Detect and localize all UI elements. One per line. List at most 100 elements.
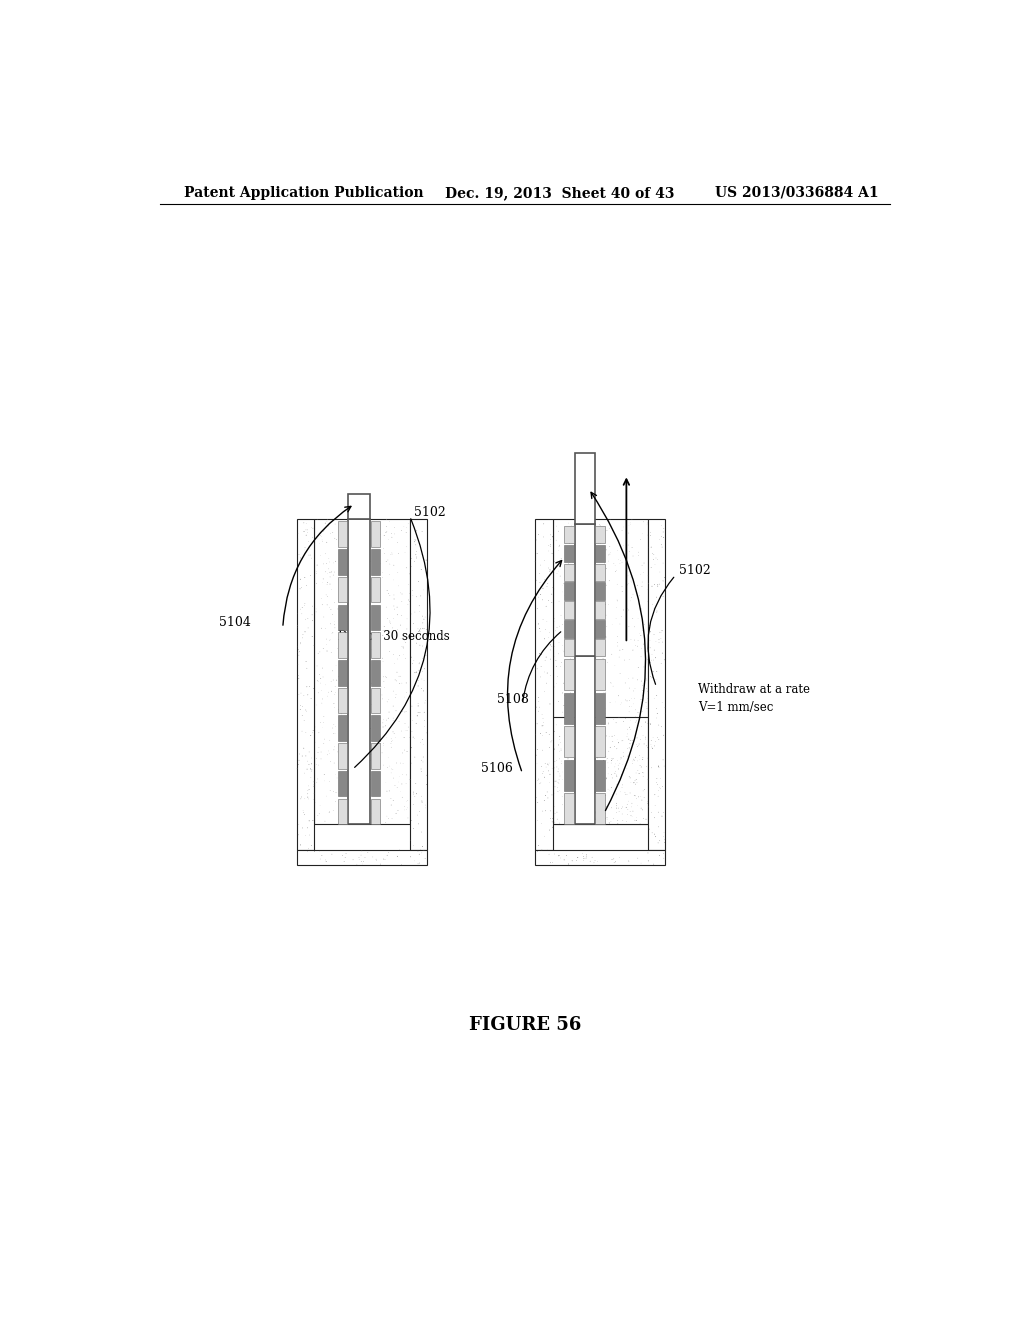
Point	[402, 846, 419, 867]
Point	[383, 788, 399, 809]
Point	[412, 635, 428, 656]
Point	[549, 756, 565, 777]
Point	[290, 824, 306, 845]
Point	[331, 569, 347, 590]
Point	[346, 546, 362, 568]
Point	[412, 851, 428, 873]
Point	[588, 791, 604, 812]
Point	[555, 640, 571, 661]
Point	[574, 516, 591, 537]
Point	[395, 752, 412, 774]
Point	[648, 685, 665, 706]
Point	[541, 557, 557, 578]
Point	[406, 614, 422, 635]
Point	[378, 667, 394, 688]
Point	[321, 681, 337, 702]
Point	[577, 797, 593, 818]
Point	[653, 525, 670, 546]
Point	[365, 680, 381, 701]
Point	[330, 809, 346, 830]
Point	[379, 780, 395, 801]
Point	[615, 535, 632, 556]
Point	[353, 750, 370, 771]
Point	[292, 834, 308, 855]
Point	[583, 800, 599, 821]
Point	[581, 800, 597, 821]
Point	[579, 709, 595, 730]
Point	[580, 672, 596, 693]
Point	[346, 644, 362, 665]
Point	[588, 764, 604, 785]
Point	[298, 701, 314, 722]
Point	[343, 564, 359, 585]
Point	[614, 809, 631, 830]
Point	[326, 723, 342, 744]
Point	[406, 627, 422, 648]
Point	[626, 750, 642, 771]
Bar	[297, 850, 427, 865]
Point	[298, 519, 314, 540]
Point	[580, 763, 596, 784]
Point	[372, 733, 388, 754]
Point	[578, 705, 594, 726]
Point	[546, 738, 562, 759]
Point	[609, 774, 626, 795]
Point	[311, 533, 328, 554]
Point	[632, 729, 648, 750]
Point	[550, 734, 566, 755]
Point	[615, 711, 632, 733]
Point	[364, 639, 380, 660]
Point	[352, 726, 369, 747]
Point	[529, 543, 546, 564]
Point	[603, 752, 620, 774]
Point	[339, 744, 355, 766]
Point	[336, 750, 352, 771]
Point	[351, 606, 368, 627]
Point	[388, 684, 404, 705]
Point	[342, 511, 358, 532]
Point	[410, 841, 426, 862]
Point	[620, 574, 636, 595]
Point	[584, 846, 600, 867]
Point	[568, 536, 585, 557]
Point	[341, 807, 357, 828]
Point	[397, 721, 414, 742]
Point	[561, 791, 578, 812]
Point	[407, 850, 423, 871]
Point	[417, 606, 433, 627]
Point	[560, 708, 577, 729]
Point	[373, 587, 389, 609]
Bar	[564, 525, 574, 544]
Point	[632, 744, 648, 766]
Point	[356, 694, 373, 715]
Point	[386, 554, 402, 576]
Point	[594, 528, 610, 549]
Point	[332, 606, 348, 627]
Point	[590, 605, 606, 626]
Point	[607, 556, 624, 577]
Point	[351, 585, 368, 606]
Point	[545, 808, 561, 829]
Point	[358, 591, 375, 612]
Point	[347, 517, 364, 539]
Point	[637, 711, 653, 733]
Point	[603, 777, 620, 799]
Point	[588, 705, 604, 726]
Point	[329, 767, 345, 788]
Point	[613, 799, 630, 820]
Point	[410, 676, 426, 697]
Bar	[595, 760, 605, 791]
Point	[315, 733, 332, 754]
Point	[599, 807, 615, 828]
Point	[551, 813, 567, 834]
Point	[551, 690, 567, 711]
Point	[354, 578, 371, 599]
Bar	[314, 519, 410, 824]
Point	[310, 643, 327, 664]
Point	[555, 673, 571, 694]
Point	[356, 846, 373, 867]
Point	[627, 771, 643, 792]
Point	[621, 747, 637, 768]
Point	[627, 678, 643, 700]
Point	[598, 682, 614, 704]
